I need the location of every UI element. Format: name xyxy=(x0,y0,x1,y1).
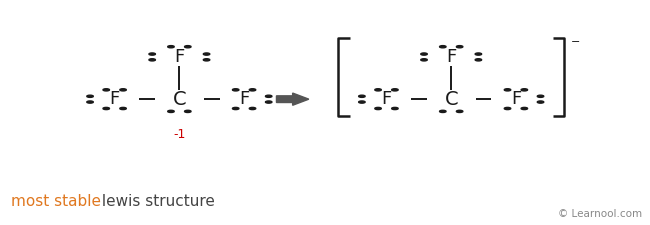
Text: F: F xyxy=(382,90,391,108)
Text: C: C xyxy=(445,90,458,109)
Circle shape xyxy=(456,46,463,48)
Circle shape xyxy=(538,95,544,97)
Text: © Learnool.com: © Learnool.com xyxy=(558,209,642,219)
Circle shape xyxy=(168,46,174,48)
Text: F: F xyxy=(174,48,185,66)
Text: F: F xyxy=(239,90,249,108)
Circle shape xyxy=(120,107,126,110)
Circle shape xyxy=(249,107,255,110)
Circle shape xyxy=(504,107,511,110)
Text: F: F xyxy=(511,90,521,108)
Circle shape xyxy=(120,89,126,91)
Circle shape xyxy=(203,59,210,61)
Circle shape xyxy=(421,59,427,61)
FancyArrow shape xyxy=(276,93,309,105)
Circle shape xyxy=(439,46,446,48)
Circle shape xyxy=(185,46,191,48)
Text: −: − xyxy=(571,37,580,47)
Text: F: F xyxy=(110,90,120,108)
Text: C: C xyxy=(172,90,186,109)
Circle shape xyxy=(504,89,511,91)
Circle shape xyxy=(103,107,109,110)
Text: F: F xyxy=(446,48,456,66)
Circle shape xyxy=(475,59,482,61)
Circle shape xyxy=(521,89,528,91)
Circle shape xyxy=(439,110,446,112)
Circle shape xyxy=(475,53,482,55)
Text: lewis structure: lewis structure xyxy=(98,194,215,209)
Circle shape xyxy=(168,110,174,112)
Circle shape xyxy=(375,107,382,110)
Circle shape xyxy=(249,89,255,91)
Circle shape xyxy=(521,107,528,110)
Circle shape xyxy=(87,101,94,103)
Circle shape xyxy=(375,89,382,91)
Circle shape xyxy=(392,107,398,110)
Circle shape xyxy=(265,95,272,97)
Circle shape xyxy=(203,53,210,55)
Text: most stable: most stable xyxy=(11,194,101,209)
Circle shape xyxy=(456,110,463,112)
Circle shape xyxy=(392,89,398,91)
Circle shape xyxy=(233,89,239,91)
Circle shape xyxy=(149,53,155,55)
Circle shape xyxy=(149,59,155,61)
Circle shape xyxy=(538,101,544,103)
Circle shape xyxy=(185,110,191,112)
Circle shape xyxy=(103,89,109,91)
Circle shape xyxy=(359,101,365,103)
Circle shape xyxy=(359,95,365,97)
Circle shape xyxy=(87,95,94,97)
Circle shape xyxy=(421,53,427,55)
Text: -1: -1 xyxy=(173,128,185,141)
Circle shape xyxy=(233,107,239,110)
Circle shape xyxy=(265,101,272,103)
